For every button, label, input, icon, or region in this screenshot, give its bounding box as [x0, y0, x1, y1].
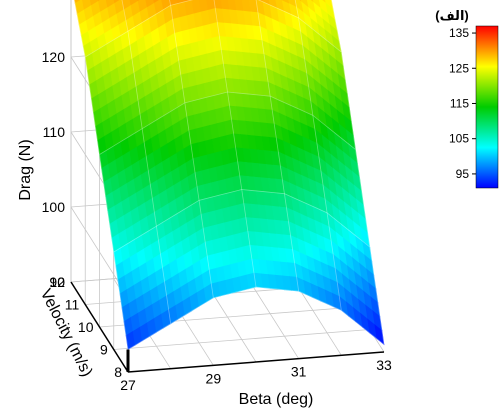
- drag-surface: [74, 0, 385, 350]
- surface-gridline: [169, 0, 214, 298]
- colorbar-title: (الف): [435, 8, 469, 23]
- surface-gridline: [213, 0, 257, 288]
- drag-tick-label: 100: [42, 199, 66, 215]
- surface-patch: [374, 324, 385, 346]
- colorbar: (الف) 135 125 115 105 95: [435, 8, 499, 189]
- surface-gridline: [85, 0, 342, 58]
- colorbar-ticks: 135 125 115 105 95: [449, 26, 476, 181]
- velocity-tick-label: 11: [65, 297, 80, 313]
- drag-axis-title: Drag (N): [17, 139, 34, 200]
- drag-tick-label: 110: [43, 124, 66, 140]
- beta-axis-title: Beta (deg): [239, 391, 314, 408]
- colorbar-gradient: [475, 25, 499, 189]
- velocity-tick-label: 8: [114, 364, 122, 380]
- velocity-tick-label: 9: [100, 342, 108, 358]
- drag-tick-label: 90: [49, 274, 65, 290]
- colorbar-tick-label: 125: [449, 61, 469, 75]
- colorbar-tick-label: 105: [449, 132, 469, 146]
- surface-gridline: [294, 0, 342, 311]
- surface-gridline: [74, 0, 129, 350]
- drag-axis-ticks: 90100110120130: [42, 49, 66, 290]
- surface-gridline: [127, 286, 385, 350]
- surface-gridline: [113, 189, 371, 253]
- colorbar-tick-label: 95: [456, 167, 470, 181]
- beta-axis-ticks: 27 29 31 33: [120, 357, 392, 393]
- surface-gridline: [99, 91, 356, 155]
- surface-gridline: [255, 0, 300, 292]
- beta-tick-label: 29: [206, 370, 222, 386]
- beta-axis-line: [127, 351, 385, 373]
- beta-tick-label: 31: [291, 364, 307, 380]
- beta-tick-label: 27: [120, 377, 136, 393]
- velocity-axis-line: [70, 281, 129, 373]
- surface-edges: [70, 0, 385, 373]
- beta-tick-label: 33: [376, 357, 392, 373]
- surface-gridline: [121, 0, 172, 324]
- colorbar-tick-label: 115: [450, 96, 469, 110]
- velocity-tick-label: 10: [78, 319, 94, 335]
- drag-tick-label: 120: [42, 49, 66, 65]
- surface-gridline: [330, 0, 385, 345]
- colorbar-tick-label: 135: [449, 26, 469, 40]
- velocity-tick-label: 12: [49, 274, 65, 290]
